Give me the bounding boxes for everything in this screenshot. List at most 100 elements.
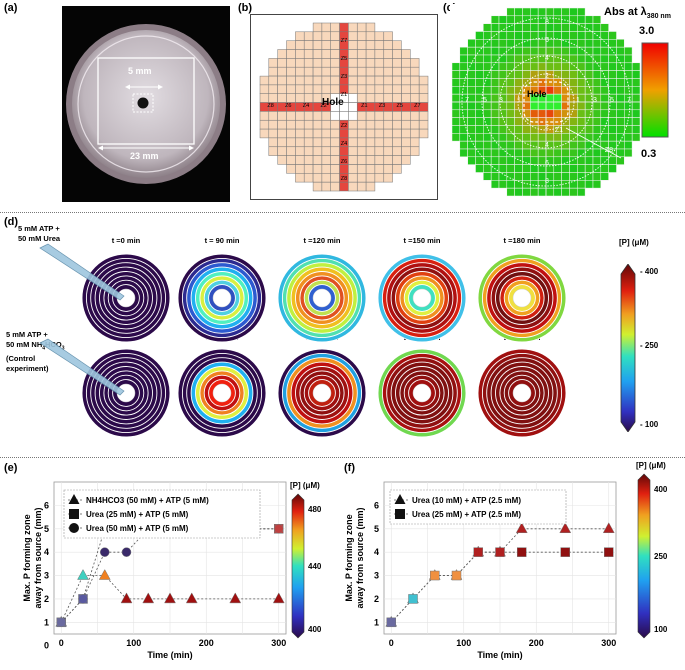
marker-triangle [185, 592, 198, 604]
y-tick-label: 5 [374, 524, 379, 534]
heatmap-diagonal [565, 127, 622, 159]
colorbar-tick: 440 [308, 562, 322, 571]
panel-label-d: (d) [4, 216, 19, 228]
legend-entry: NH4HCO3 (50 mM) + ATP (5 mM) [86, 496, 209, 505]
x-tick-label: 200 [529, 638, 544, 648]
marker-square [473, 547, 483, 557]
colorbar-tick: 400 [308, 625, 322, 634]
ring-number-label-lower: 4 [545, 142, 549, 149]
ring-hole [512, 383, 532, 403]
heatmap-cell [616, 156, 625, 165]
colorbar: [P] (μM) 480 440 400 [290, 481, 322, 639]
colorbar-tick: 480 [308, 505, 322, 514]
heatmap-cell [608, 164, 617, 173]
ring-number-label: 6 [545, 37, 549, 44]
marker-square [451, 570, 462, 581]
grid-cell [401, 155, 411, 165]
colorbar-bar [637, 473, 651, 639]
x-axis-label: Time (min) [147, 650, 192, 660]
y-axis-label: away from source (mm) [33, 507, 43, 608]
x-tick-label: 300 [271, 638, 286, 648]
ring-number-label-right: 5 [610, 97, 614, 104]
legend-entry: Urea (25 mM) + ATP (2.5 mM) [412, 510, 521, 519]
grid-hole-label: Hole [322, 97, 344, 108]
chart-e: 0 100 200 300 0 1 2 3 4 5 6 Time (min) Max. P formin… [22, 481, 322, 660]
ring-number-label: 3 [499, 97, 503, 104]
zone-label-left: Z2 [320, 103, 327, 109]
marker-square [408, 594, 418, 604]
colorbar-title: [P] (μM) [290, 481, 320, 490]
marker-triangle [602, 522, 615, 534]
marker-triangle [559, 522, 572, 534]
colorbar-title: [P] (μM) [636, 461, 666, 470]
row1-time-label: t =180 min [503, 236, 541, 245]
colorbar-tick: 400 [654, 485, 668, 494]
ring-disc [277, 253, 367, 343]
row1-time-label: t =150 min [403, 236, 441, 245]
heatmap-cell [600, 172, 609, 181]
zone-label-top: Z3 [340, 73, 348, 80]
marker-square [386, 617, 396, 628]
ring-number-label-lower: 6 [545, 160, 549, 167]
marker-circle [274, 524, 284, 534]
ring-number-label: Z1 [554, 127, 564, 134]
legend-entry: Urea (50 mM) + ATP (5 mM) [86, 524, 189, 533]
y-tick-label: 3 [374, 571, 379, 581]
ring-simulation-grid [39, 243, 567, 438]
grid-cell [410, 146, 420, 156]
panel-label-a: (a) [4, 2, 18, 14]
ring-number-label: 2 [545, 73, 549, 80]
legend: NH4HCO3 (50 mM) + ATP (5 mM) Urea (25 mM)… [63, 489, 261, 539]
colorbar-bar [291, 493, 305, 639]
legend-marker-square [69, 509, 79, 519]
d-colorbar-tick-400: - 400 [640, 267, 659, 276]
zone-label-left: Z6 [285, 103, 292, 109]
marker-triangle [120, 592, 133, 604]
ring-hole [512, 288, 532, 308]
marker-triangle [77, 569, 89, 580]
marker-circle [56, 617, 66, 628]
ring-number-label-right: 7 [627, 97, 631, 104]
y-tick-label: 6 [374, 500, 379, 510]
y-tick-label: 1 [44, 617, 49, 627]
marker-triangle [515, 522, 528, 534]
petri-dish-photo [62, 6, 230, 202]
marker-circle [121, 547, 132, 557]
zone-label-bottom: Z2 [340, 123, 348, 130]
marker-square [517, 547, 527, 557]
colorbar-tick: 100 [654, 625, 668, 634]
x-tick-label: 0 [389, 638, 394, 648]
colorbar: [P] (μM) 400 250 100 [636, 461, 668, 639]
d-colorbar-tick-250: - 250 [640, 341, 659, 350]
ring-disc [277, 348, 367, 438]
ring-numbers: 8 6 4 2 7 5 3 1 Z1 Z8 2 4 6 8 1 3 5 7 [450, 4, 650, 209]
x-tick-label: 200 [199, 638, 214, 648]
row2-note-line1: 5 mM ATP + [6, 330, 48, 339]
ring-disc [177, 253, 267, 343]
marker-square [495, 547, 505, 557]
legend-box [389, 489, 567, 525]
separator-bottom [0, 457, 685, 458]
y-tick-label: 0 [44, 641, 49, 651]
heatmap-cell [624, 148, 633, 158]
ring-disc [81, 253, 171, 343]
ring-number-label: 4 [545, 55, 549, 62]
row1-time-label: t =0 min [111, 236, 141, 245]
y-axis-label: away from source (mm) [355, 507, 365, 608]
row1-condition-note: 5 mM ATP + 50 mM Urea [18, 224, 60, 244]
ring-number-label-right: 3 [593, 97, 597, 104]
x-tick-label: 300 [601, 638, 616, 648]
zone-label-right: Z1 [361, 103, 368, 109]
ring-number-label-lower: 2 [545, 124, 549, 131]
y-tick-label: 4 [44, 547, 49, 557]
row1-time-label: t = 90 min [204, 236, 240, 245]
d-colorbar [620, 264, 636, 432]
ring-disc [81, 348, 171, 438]
outer-size-label: 23 mm [130, 151, 159, 161]
ring-disc [477, 253, 567, 343]
ring-hole [212, 383, 232, 403]
heatmap-cell [592, 180, 602, 189]
chart-f: 0 100 200 300 1 2 3 4 5 6 Time (min) Max. P forming… [344, 461, 668, 660]
ring-number-label: 8 [545, 19, 549, 26]
panel-label-f: (f) [344, 462, 355, 474]
